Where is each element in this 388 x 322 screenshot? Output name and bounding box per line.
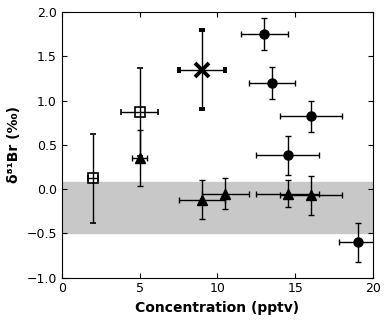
X-axis label: Concentration (pptv): Concentration (pptv) [135, 301, 300, 315]
Y-axis label: δ⁸¹Br (‰): δ⁸¹Br (‰) [7, 106, 21, 183]
Bar [62, 182, 373, 233]
